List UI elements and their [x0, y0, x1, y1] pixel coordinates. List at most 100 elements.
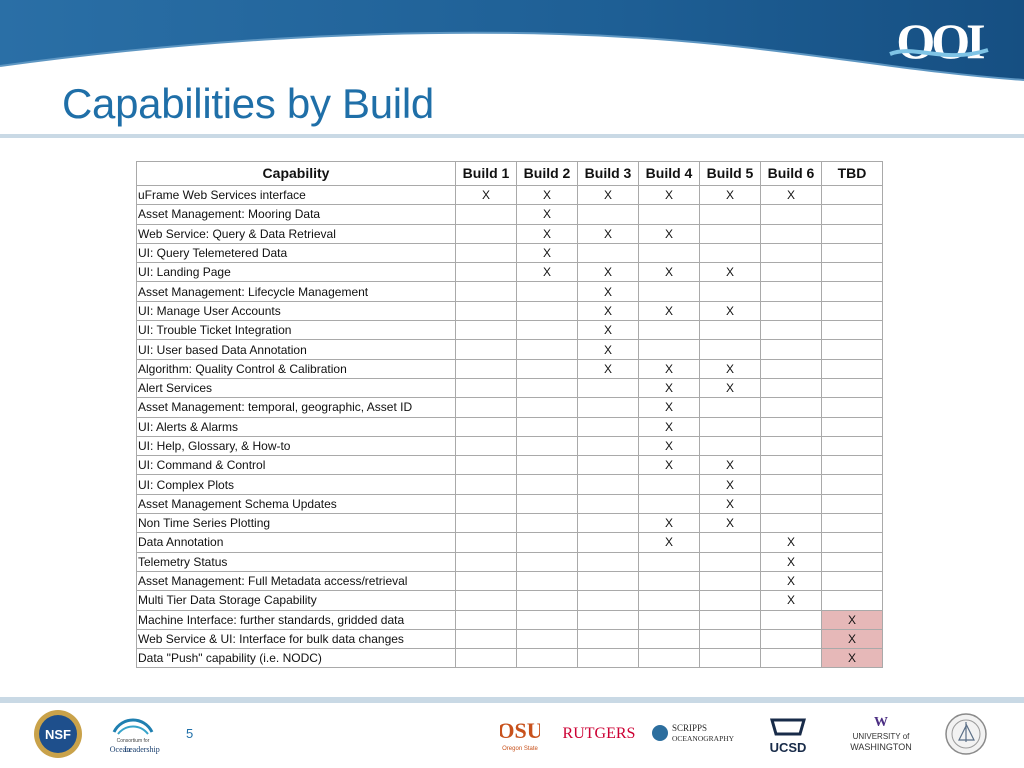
build-2-cell: X: [516, 262, 578, 283]
build-1-cell: [455, 570, 517, 592]
build-5-cell: [699, 242, 761, 264]
build-4-cell: [638, 320, 700, 341]
capability-cell: Web Service: Query & Data Retrieval: [136, 223, 456, 244]
build-2-cell: [516, 551, 578, 572]
tbd-cell: [821, 204, 883, 225]
build-1-cell: [455, 435, 517, 457]
build-4-cell: [638, 339, 700, 360]
tbd-cell: [821, 377, 883, 399]
build-6-cell: [760, 320, 822, 341]
capability-cell: Asset Management: temporal, geographic, …: [136, 397, 456, 418]
build-3-cell: [577, 474, 639, 495]
title-divider: [0, 134, 1024, 138]
table-row: UI: Help, Glossary, & How-to X: [136, 435, 883, 457]
table-header-row: Capability Build 1 Build 2 Build 3 Build…: [136, 161, 883, 186]
header-build-4: Build 4: [638, 161, 700, 186]
table-row: Machine Interface: further standards, gr…: [136, 609, 883, 630]
build-3-cell: X: [577, 339, 639, 360]
build-1-cell: [455, 262, 517, 283]
build-4-cell: [638, 570, 700, 592]
build-5-cell: [699, 435, 761, 457]
build-6-cell: [760, 513, 822, 534]
build-5-cell: [699, 570, 761, 592]
osu-logo-text: OSU: [500, 718, 540, 743]
capability-cell: UI: Help, Glossary, & How-to: [136, 435, 456, 457]
build-1-cell: [455, 590, 517, 611]
rutgers-logo: RUTGERS: [563, 725, 636, 742]
slide-title: Capabilities by Build: [62, 80, 434, 127]
capability-cell: UI: Complex Plots: [136, 474, 456, 495]
header-build-5: Build 5: [699, 161, 761, 186]
build-1-cell: [455, 339, 517, 360]
header-build-1: Build 1: [455, 161, 517, 186]
build-5-cell: X: [699, 300, 761, 322]
build-2-cell: [516, 281, 578, 302]
build-3-cell: [577, 648, 639, 669]
build-2-cell: [516, 358, 578, 379]
page-number: 5: [186, 726, 194, 741]
build-2-cell: [516, 377, 578, 399]
build-6-cell: X: [760, 570, 822, 592]
build-6-cell: [760, 204, 822, 225]
build-6-cell: [760, 493, 822, 515]
capability-cell: Machine Interface: further standards, gr…: [136, 609, 456, 630]
build-6-cell: [760, 628, 822, 650]
build-5-cell: [699, 609, 761, 630]
capability-cell: UI: Command & Control: [136, 455, 456, 476]
build-2-cell: [516, 339, 578, 360]
build-5-cell: X: [699, 184, 761, 206]
tbd-cell: [821, 358, 883, 379]
tbd-cell: [821, 242, 883, 264]
ooi-logo: OOI: [889, 14, 989, 69]
build-3-cell: [577, 609, 639, 630]
build-2-cell: [516, 609, 578, 630]
table-row: Non Time Series Plotting X X: [136, 513, 883, 534]
build-4-cell: X: [638, 435, 700, 457]
build-1-cell: [455, 416, 517, 437]
build-2-cell: [516, 397, 578, 418]
ocean-leadership-line1: Consortium for: [117, 738, 150, 744]
build-2-cell: X: [516, 242, 578, 264]
build-4-cell: [638, 628, 700, 650]
build-5-cell: X: [699, 358, 761, 379]
build-5-cell: [699, 551, 761, 572]
tbd-cell: [821, 513, 883, 534]
scripps-logo-line2: OCEANOGRAPHY: [672, 734, 735, 743]
table-row: Asset Management: Lifecycle Management X: [136, 281, 883, 302]
build-2-cell: [516, 320, 578, 341]
ocean-leadership-logo: Consortium for Ocean Leadership: [110, 718, 160, 754]
capability-cell: Data Annotation: [136, 532, 456, 553]
build-1-cell: [455, 493, 517, 515]
build-5-cell: [699, 223, 761, 244]
nsf-logo-text: NSF: [45, 727, 71, 742]
build-2-cell: [516, 435, 578, 457]
build-5-cell: [699, 648, 761, 669]
build-5-cell: X: [699, 377, 761, 399]
build-3-cell: [577, 397, 639, 418]
footer-divider: [0, 697, 1024, 703]
build-6-cell: [760, 358, 822, 379]
header-build-2: Build 2: [516, 161, 578, 186]
build-3-cell: [577, 242, 639, 264]
capability-cell: UI: Query Telemetered Data: [136, 242, 456, 264]
build-4-cell: X: [638, 397, 700, 418]
ucsd-logo-text: UCSD: [770, 740, 807, 755]
build-6-cell: [760, 397, 822, 418]
build-1-cell: [455, 513, 517, 534]
build-5-cell: [699, 416, 761, 437]
build-3-cell: X: [577, 262, 639, 283]
build-5-cell: X: [699, 262, 761, 283]
build-3-cell: [577, 532, 639, 553]
build-3-cell: [577, 455, 639, 476]
table-row: UI: Trouble Ticket Integration X: [136, 320, 883, 341]
capability-cell: Alert Services: [136, 377, 456, 399]
tbd-cell: [821, 455, 883, 476]
build-4-cell: [638, 551, 700, 572]
build-2-cell: [516, 474, 578, 495]
capability-cell: Algorithm: Quality Control & Calibration: [136, 358, 456, 379]
capability-cell: uFrame Web Services interface: [136, 184, 456, 206]
header-wave-banner: [0, 0, 1024, 81]
build-5-cell: [699, 320, 761, 341]
build-1-cell: [455, 320, 517, 341]
build-2-cell: [516, 648, 578, 669]
